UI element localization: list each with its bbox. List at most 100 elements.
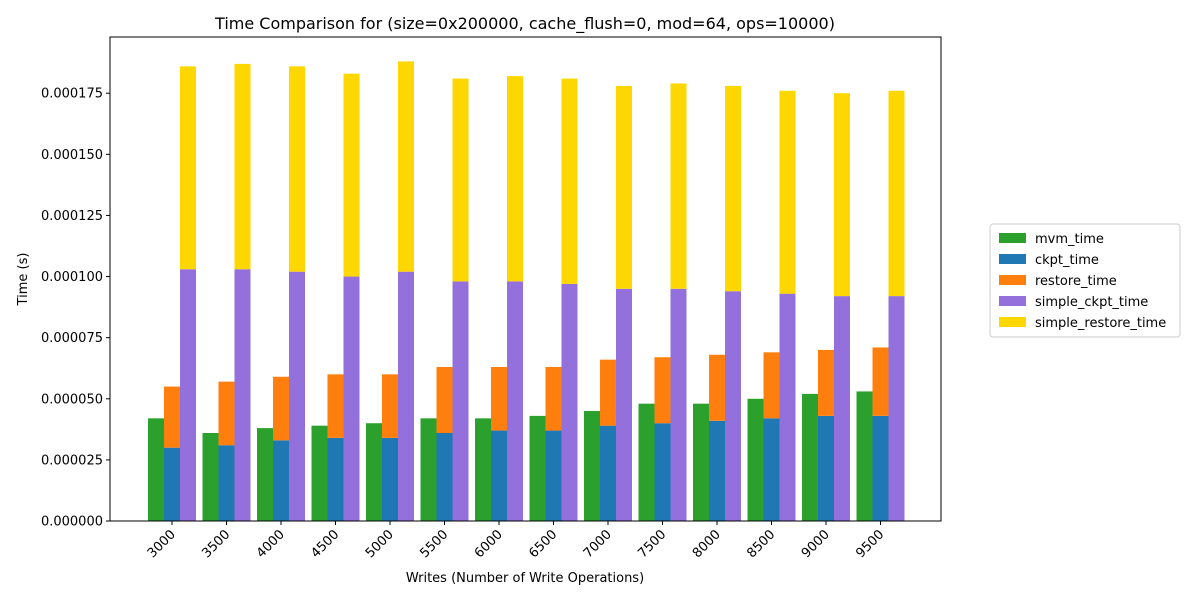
x-tick-label: 9500 bbox=[853, 527, 887, 561]
legend-swatch-ckpt-time bbox=[999, 254, 1026, 264]
bar-simple-restore-time-5000 bbox=[398, 61, 414, 272]
bar-simple-ckpt-time-8000 bbox=[725, 291, 741, 521]
bar-ckpt-time-3500 bbox=[218, 445, 235, 521]
legend-label-mvm-time: mvm_time bbox=[1035, 232, 1104, 247]
x-axis-label: Writes (Number of Write Operations) bbox=[406, 571, 644, 586]
legend-swatch-simple-ckpt-time bbox=[999, 296, 1026, 306]
bar-simple-ckpt-time-7000 bbox=[616, 288, 632, 521]
bar-restore-time-8500 bbox=[763, 352, 780, 419]
bar-simple-restore-time-6500 bbox=[561, 78, 578, 284]
y-axis-label: Time (s) bbox=[16, 253, 31, 307]
bar-simple-restore-time-5500 bbox=[452, 78, 469, 282]
bar-ckpt-time-6500 bbox=[545, 430, 562, 521]
bar-mvm-time-3500 bbox=[202, 433, 219, 521]
bar-mvm-time-5500 bbox=[420, 418, 437, 521]
bar-simple-restore-time-7500 bbox=[670, 83, 687, 289]
x-tick-label: 4500 bbox=[308, 527, 342, 561]
bar-mvm-time-7500 bbox=[638, 403, 655, 521]
bar-ckpt-time-7500 bbox=[654, 423, 671, 521]
bar-mvm-time-4500 bbox=[311, 425, 328, 521]
bar-simple-restore-time-4500 bbox=[343, 73, 360, 277]
bar-restore-time-5500 bbox=[436, 367, 453, 433]
bar-restore-time-5000 bbox=[382, 374, 398, 438]
bar-ckpt-time-8000 bbox=[709, 420, 725, 521]
legend-swatch-mvm-time bbox=[999, 233, 1026, 243]
plot-frame bbox=[109, 36, 942, 522]
y-tick-label: 0.000000 bbox=[41, 515, 103, 530]
x-tick-label: 8000 bbox=[690, 527, 724, 561]
bar-mvm-time-3000 bbox=[148, 418, 164, 521]
bar-ckpt-time-9000 bbox=[818, 415, 834, 521]
bar-mvm-time-8500 bbox=[747, 398, 764, 521]
bar-simple-restore-time-7000 bbox=[616, 85, 632, 289]
bar-restore-time-3000 bbox=[164, 386, 180, 448]
y-axis: 0.000000 0.000025 0.000050 0.000075 0.000100… bbox=[41, 87, 110, 530]
chart-title: Time Comparison for (size=0x200000, cach… bbox=[214, 14, 835, 34]
bar-ckpt-time-3000 bbox=[164, 447, 180, 521]
bar-simple-restore-time-3000 bbox=[180, 66, 196, 270]
legend-label-simple-ckpt-time: simple_ckpt_time bbox=[1035, 295, 1148, 310]
bar-mvm-time-7000 bbox=[584, 411, 600, 521]
bar-simple-ckpt-time-3000 bbox=[180, 269, 196, 521]
bar-simple-ckpt-time-6500 bbox=[561, 283, 578, 521]
bar-ckpt-time-7000 bbox=[600, 425, 616, 521]
bar-simple-ckpt-time-3500 bbox=[234, 269, 251, 521]
bar-restore-time-6000 bbox=[491, 367, 507, 431]
x-tick-label: 6000 bbox=[472, 527, 506, 561]
legend-label-restore-time: restore_time bbox=[1035, 274, 1117, 289]
bar-mvm-time-6500 bbox=[529, 415, 546, 521]
legend-label-ckpt-time: ckpt_time bbox=[1035, 253, 1099, 268]
bar-ckpt-time-8500 bbox=[763, 418, 780, 521]
bar-simple-ckpt-time-9500 bbox=[888, 296, 905, 521]
bar-simple-restore-time-8500 bbox=[779, 90, 796, 294]
y-tick-label: 0.000175 bbox=[41, 87, 103, 102]
bar-ckpt-time-5500 bbox=[436, 433, 453, 521]
x-tick-label: 7500 bbox=[635, 527, 669, 561]
bar-simple-ckpt-time-5500 bbox=[452, 281, 469, 521]
bar-ckpt-time-4500 bbox=[327, 437, 344, 521]
bar-simple-ckpt-time-6000 bbox=[507, 281, 523, 521]
bar-restore-time-4000 bbox=[273, 376, 289, 441]
bar-ckpt-time-9500 bbox=[872, 415, 889, 521]
bar-mvm-time-9000 bbox=[802, 393, 818, 521]
bar-restore-time-8000 bbox=[709, 354, 725, 421]
legend-swatch-restore-time bbox=[999, 275, 1026, 285]
bar-simple-restore-time-4000 bbox=[289, 66, 305, 272]
y-tick-label: 0.000125 bbox=[41, 209, 103, 224]
x-tick-label: 4000 bbox=[254, 527, 288, 561]
bar-restore-time-9500 bbox=[872, 347, 889, 416]
y-tick-label: 0.000050 bbox=[41, 392, 103, 407]
y-tick-label: 0.000025 bbox=[41, 453, 103, 468]
bar-restore-time-6500 bbox=[545, 367, 562, 431]
bar-restore-time-7000 bbox=[600, 359, 616, 426]
x-tick-label: 6500 bbox=[526, 527, 560, 561]
bar-simple-restore-time-9500 bbox=[888, 90, 905, 297]
bars-group bbox=[148, 61, 905, 521]
bar-restore-time-3500 bbox=[218, 381, 235, 446]
bar-ckpt-time-5000 bbox=[382, 437, 398, 521]
bar-restore-time-4500 bbox=[327, 374, 344, 438]
legend-swatch-simple-restore-time bbox=[999, 317, 1026, 327]
y-tick-label: 0.000100 bbox=[41, 270, 103, 285]
bar-simple-ckpt-time-4500 bbox=[343, 276, 360, 521]
x-tick-label: 3500 bbox=[199, 527, 233, 561]
x-tick-label: 5000 bbox=[363, 527, 397, 561]
x-tick-label: 7000 bbox=[581, 527, 615, 561]
bar-simple-ckpt-time-8500 bbox=[779, 293, 796, 521]
bar-ckpt-time-6000 bbox=[491, 430, 507, 521]
bar-simple-ckpt-time-9000 bbox=[834, 296, 850, 521]
x-tick-label: 5500 bbox=[417, 527, 451, 561]
x-tick-label: 8500 bbox=[744, 527, 778, 561]
bar-mvm-time-8000 bbox=[693, 403, 709, 521]
bar-simple-restore-time-6000 bbox=[507, 76, 523, 282]
bar-ckpt-time-4000 bbox=[273, 440, 289, 521]
y-tick-label: 0.000150 bbox=[41, 148, 103, 163]
bar-simple-ckpt-time-7500 bbox=[670, 288, 687, 521]
x-axis: 3000 3500 4000 4500 5000 5500 6000 6500 7000 7500… bbox=[145, 521, 887, 561]
bar-mvm-time-6000 bbox=[475, 418, 491, 521]
x-tick-label: 3000 bbox=[145, 527, 179, 561]
bar-restore-time-7500 bbox=[654, 357, 671, 424]
bar-simple-ckpt-time-4000 bbox=[289, 271, 305, 521]
legend: mvm_time ckpt_time restore_time simple_ckpt… bbox=[989, 223, 1181, 338]
